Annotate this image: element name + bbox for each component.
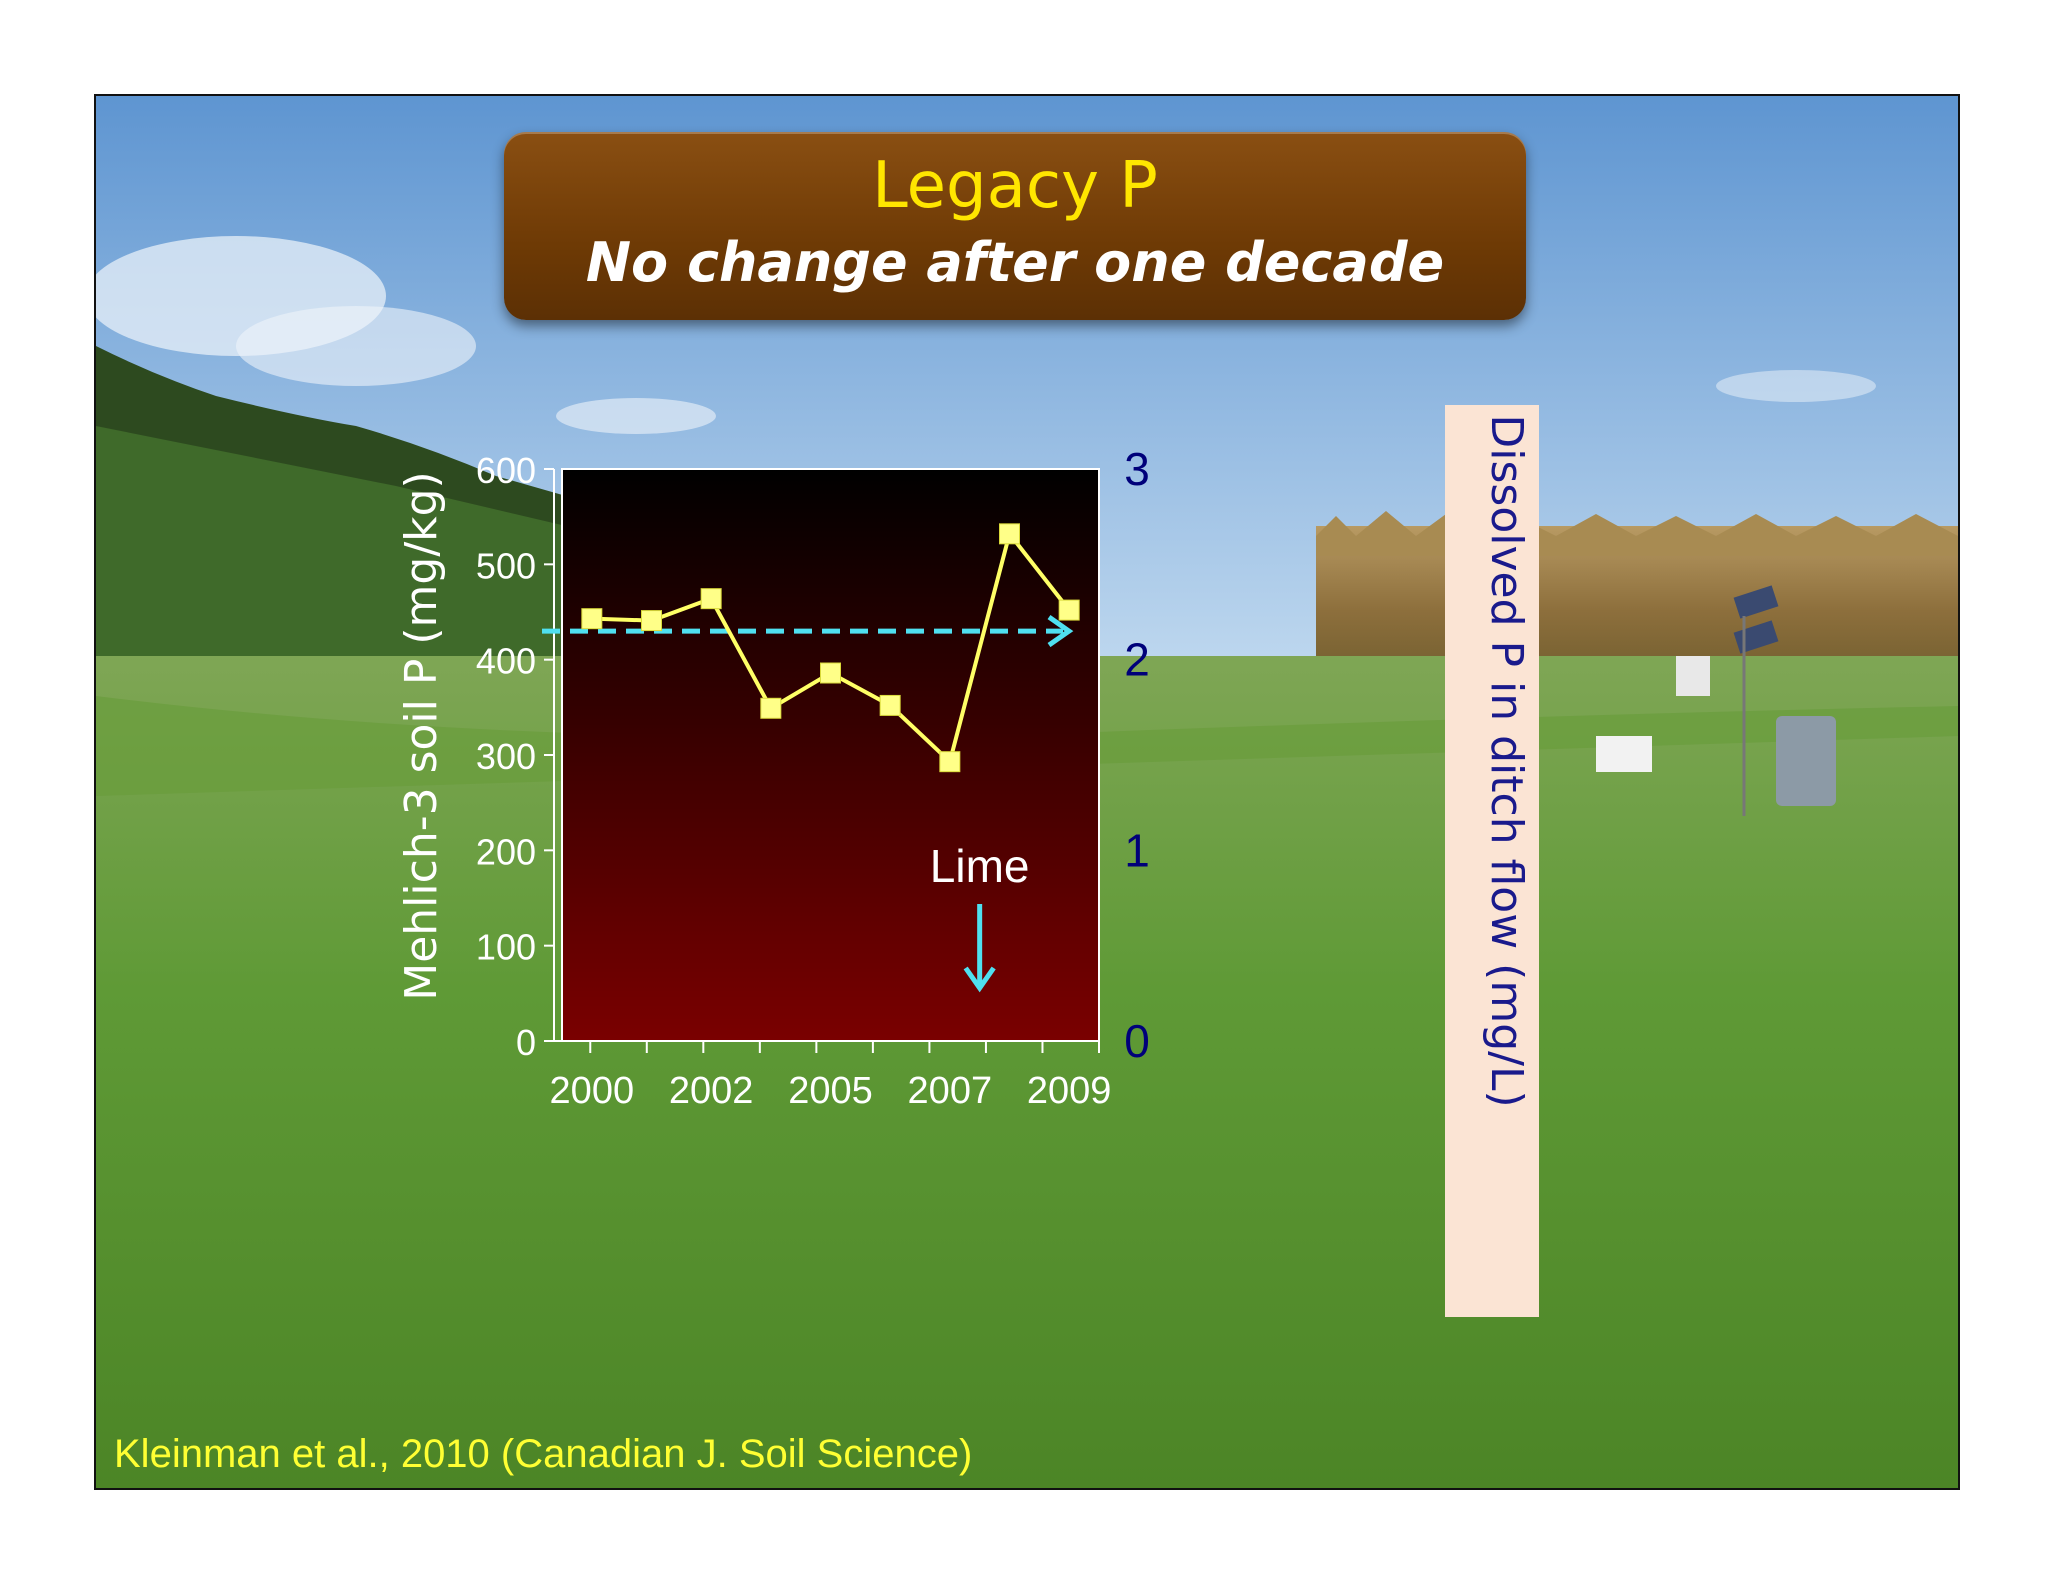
y-tick-label: 600 — [476, 450, 536, 491]
data-point — [641, 610, 662, 632]
citation: Kleinman et al., 2010 (Canadian J. Soil … — [114, 1432, 973, 1476]
right-axis-label-panel — [1445, 405, 1539, 1317]
reference-arrowhead — [1047, 615, 1074, 648]
slide-title: Legacy P — [872, 149, 1158, 223]
title-banner: Legacy P No change after one decade — [504, 132, 1526, 320]
x-tick-label: 2007 — [908, 1070, 993, 1112]
data-point — [939, 751, 961, 773]
y-tick-label: 100 — [476, 927, 536, 968]
slide: Legacy P No change after one decade 0 100… — [94, 94, 1960, 1490]
y-tick-label: 300 — [476, 736, 536, 777]
x-tick-label: 2009 — [1027, 1070, 1112, 1112]
y2-tick-label: 0 — [1124, 1015, 1150, 1067]
lime-annotation-label: Lime — [930, 840, 1030, 892]
y-axis-label: Mehlich-3 soil P (mg/kg) — [396, 471, 447, 1000]
x-tick-label: 2002 — [669, 1070, 754, 1112]
data-point — [581, 608, 603, 630]
y-tick-label: 0 — [516, 1022, 536, 1063]
y2-tick-label: 1 — [1124, 824, 1150, 876]
slide-subtitle: No change after one decade — [585, 231, 1445, 294]
lime-arrowhead — [963, 966, 996, 993]
data-point — [760, 697, 782, 719]
instrument-box — [1676, 656, 1710, 696]
data-point — [879, 694, 901, 716]
data-point — [1058, 599, 1080, 621]
chart: 0 100 200 300 400 500 600 0 1 2 3 2000 2002 2005 2007 2… — [396, 414, 1532, 1112]
data-point — [999, 523, 1020, 545]
y2-tick-label: 3 — [1124, 443, 1150, 495]
x-tick-label: 2000 — [550, 1070, 635, 1112]
y-tick-label: 500 — [476, 545, 536, 586]
y2-tick-label: 2 — [1124, 634, 1150, 686]
y-tick-label: 400 — [476, 641, 536, 682]
data-point — [700, 588, 722, 610]
data-point — [820, 662, 841, 684]
x-tick-label: 2005 — [788, 1070, 873, 1112]
y2-axis-label: Dissolved P in ditch flow (mg/L) — [1481, 414, 1532, 1107]
plot-area — [561, 468, 1100, 1042]
y-tick-label: 200 — [476, 831, 536, 872]
